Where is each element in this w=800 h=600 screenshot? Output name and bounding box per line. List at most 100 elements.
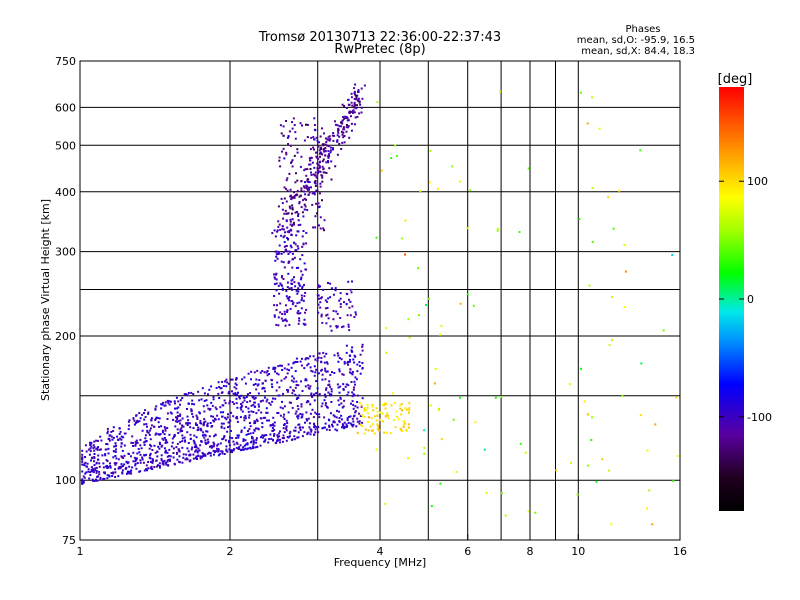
scatter-point (288, 231, 291, 234)
scatter-point (187, 392, 190, 394)
scatter-point (191, 412, 194, 415)
scatter-point (335, 325, 338, 327)
scatter-point (236, 417, 239, 420)
scatter-point (81, 463, 84, 466)
scatter-point (306, 364, 309, 367)
scatter-point (518, 231, 521, 233)
scatter-point (151, 458, 154, 461)
scatter-point (286, 311, 289, 313)
scatter-point (273, 314, 276, 317)
scatter-point (164, 461, 167, 464)
scatter-point (293, 256, 296, 259)
scatter-point (206, 404, 209, 407)
scatter-point (275, 278, 278, 281)
scatter-point (396, 415, 399, 418)
scatter-point (123, 454, 126, 457)
scatter-point (315, 151, 317, 154)
scatter-point (330, 178, 333, 181)
scatter-point (321, 176, 324, 179)
scatter-point (286, 136, 289, 139)
scatter-point (304, 193, 307, 196)
scatter-point (333, 421, 336, 424)
scatter-point (262, 386, 265, 389)
scatter-point (329, 146, 332, 149)
scatter-point (315, 212, 318, 215)
scatter-point (672, 480, 675, 482)
scatter-point (149, 438, 152, 441)
scatter-point (319, 301, 322, 304)
scatter-point (319, 227, 322, 230)
scatter-point (114, 450, 117, 453)
scatter-point (408, 402, 411, 405)
scatter-point (330, 149, 332, 152)
scatter-point (85, 471, 88, 474)
scatter-point (269, 433, 272, 436)
scatter-point (155, 416, 158, 419)
scatter-point (282, 251, 285, 254)
scatter-point (276, 257, 279, 260)
scatter-point (249, 446, 252, 449)
scatter-point (338, 142, 341, 145)
scatter-point (160, 425, 163, 428)
scatter-point (386, 414, 389, 417)
scatter-point (199, 427, 202, 430)
scatter-point (324, 143, 327, 146)
scatter-point (555, 469, 558, 472)
scatter-point (313, 423, 316, 426)
scatter-point (187, 422, 190, 424)
scatter-point (331, 371, 333, 374)
scatter-point (623, 306, 626, 308)
scatter-point (184, 440, 187, 443)
scatter-point (400, 413, 403, 416)
scatter-point (215, 386, 218, 389)
scatter-point (96, 475, 99, 478)
scatter-point (403, 420, 406, 423)
scatter-point (168, 403, 171, 406)
scatter-point (304, 378, 307, 381)
scatter-point (524, 451, 527, 454)
scatter-point (334, 428, 337, 431)
scatter-point (232, 449, 235, 452)
scatter-point (278, 244, 281, 247)
scatter-point (210, 444, 213, 447)
scatter-point (393, 402, 396, 405)
scatter-point (335, 326, 338, 329)
scatter-point (285, 151, 288, 154)
scatter-point (276, 440, 279, 443)
scatter-point (152, 459, 154, 462)
scatter-point (300, 180, 303, 183)
scatter-point (352, 388, 355, 391)
scatter-point (292, 362, 295, 365)
scatter-point (345, 351, 348, 354)
scatter-point (163, 426, 166, 429)
scatter-point (176, 428, 179, 431)
scatter-point (289, 223, 292, 226)
scatter-point (109, 465, 112, 468)
scatter-point (245, 405, 248, 408)
scatter-point (291, 252, 294, 255)
scatter-point (154, 417, 157, 420)
scatter-point (185, 393, 187, 396)
scatter-point (255, 378, 258, 381)
scatter-point (223, 399, 226, 402)
scatter-point (235, 437, 238, 439)
scatter-point (296, 245, 299, 248)
scatter-point (313, 117, 316, 120)
scatter-point (312, 416, 315, 419)
scatter-point (197, 390, 200, 393)
scatter-point (297, 247, 300, 250)
scatter-point (235, 377, 238, 379)
scatter-point (286, 422, 289, 424)
scatter-point (306, 180, 309, 183)
scatter-point (169, 459, 171, 462)
scatter-point (281, 202, 284, 205)
scatter-point (392, 392, 395, 395)
scatter-point (295, 410, 298, 413)
y-tick-label: 750 (55, 55, 76, 68)
scatter-point (106, 474, 109, 477)
scatter-point (120, 435, 123, 438)
scatter-point (138, 470, 141, 473)
scatter-point (141, 429, 144, 432)
scatter-point (113, 462, 116, 465)
scatter-point (300, 278, 302, 281)
